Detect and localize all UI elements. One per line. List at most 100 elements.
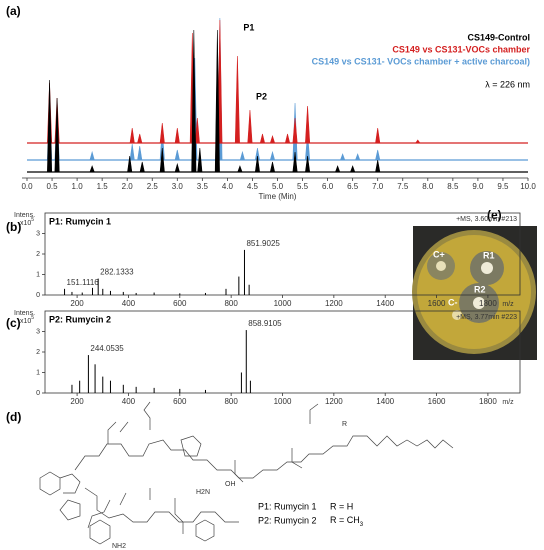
compound-r: R = H [330, 501, 353, 511]
peak-label: 858.9105 [248, 319, 282, 328]
x-tick-label: 8.0 [422, 182, 434, 191]
x-tick-label: 1800 [479, 299, 497, 308]
peak [375, 159, 381, 173]
x-tick-label: 10.0 [520, 182, 536, 191]
x-tick-label: 200 [70, 299, 84, 308]
compound-r-text: R = CH [330, 515, 360, 525]
x-tick-label: 800 [224, 299, 238, 308]
legend-entry: CS149-Control [467, 32, 530, 42]
x-tick-label: 8.5 [447, 182, 459, 191]
atom-label: H2N [196, 489, 210, 496]
peak [174, 127, 180, 144]
peak [269, 161, 275, 173]
plate-label: R2 [474, 284, 486, 294]
peak [239, 150, 245, 161]
y-tick-label: 0 [36, 390, 40, 397]
disc [481, 262, 493, 274]
x-tick-label: 1000 [274, 397, 292, 406]
x-tick-label: 1800 [479, 397, 497, 406]
peak-label: 851.9025 [246, 239, 280, 248]
peak [191, 29, 197, 173]
atom-label: OH [225, 481, 236, 488]
y-tick-label: 2 [36, 251, 40, 258]
y-axis-unit: x105 [20, 217, 34, 227]
note: λ = 226 nm [485, 79, 530, 89]
peak-label: 282.1333 [100, 268, 134, 277]
peak [89, 150, 95, 161]
peak-label: 151.1116 [67, 278, 100, 287]
peak [127, 155, 133, 173]
y-tick-label: 3 [36, 230, 40, 237]
spectrum-title: P1: Rumycin 1 [49, 216, 111, 226]
peak [292, 151, 298, 173]
panel-label: (c) [6, 316, 21, 330]
peak [247, 109, 253, 144]
panel-label: (d) [6, 410, 21, 424]
legend-entry: CS149 vs CS131-VOCs chamber [392, 44, 530, 54]
peak [270, 150, 275, 161]
peak [259, 133, 265, 144]
x-tick-label: 5.5 [297, 182, 309, 191]
peak [335, 165, 341, 173]
panel-label: (a) [6, 4, 21, 18]
trace [27, 29, 528, 173]
chemical-structure: NH2 H2N OH R P1: Rumycin 1 R = H P2: Rum… [39, 401, 454, 550]
peak [415, 139, 421, 144]
panel-label: (e) [487, 208, 502, 222]
panel-label: (b) [6, 220, 21, 234]
x-tick-label: 4.5 [247, 182, 259, 191]
compound-name: P2: Rumycin 2 [258, 515, 317, 525]
x-axis-label: Time (Min) [259, 192, 297, 201]
peak [350, 165, 356, 173]
spectrum-title: P2: Rumycin 2 [49, 314, 111, 324]
x-tick-label: 3.0 [172, 182, 184, 191]
x-tick-label: 600 [173, 299, 187, 308]
peak [237, 165, 243, 173]
atom-label: NH2 [112, 543, 126, 550]
peak [137, 145, 143, 161]
peak [129, 127, 135, 144]
x-tick-label: 7.0 [372, 182, 384, 191]
x-tick-label: 400 [122, 299, 136, 308]
x-tick-label: 1400 [376, 299, 394, 308]
peak [305, 105, 311, 144]
x-tick-label: 1000 [274, 299, 292, 308]
spectrum-info: +MS, 3.60min #213 [456, 216, 517, 223]
x-tick-label: 400 [122, 397, 136, 406]
compound-r: R = CH3 [330, 515, 364, 527]
x-tick-label: 0.0 [21, 182, 33, 191]
x-tick-label: 600 [173, 397, 187, 406]
x-tick-label: 3.5 [197, 182, 209, 191]
x-tick-label: 1200 [325, 397, 343, 406]
peak [89, 165, 95, 173]
peak-annotation: P1 [243, 22, 254, 32]
peak [159, 147, 165, 173]
subscript: 3 [360, 522, 364, 528]
y-tick-label: 3 [36, 328, 40, 335]
x-axis-label: m/z [502, 301, 514, 308]
peak [292, 117, 298, 144]
x-tick-label: 6.5 [347, 182, 359, 191]
peak [174, 162, 180, 173]
y-tick-label: 1 [36, 271, 40, 278]
peak [305, 155, 311, 173]
y-axis-unit: x105 [20, 315, 34, 325]
peak [129, 143, 135, 161]
plate-label: R1 [483, 250, 495, 260]
y-axis-label: Intens. [14, 212, 35, 219]
x-tick-label: 5.0 [272, 182, 284, 191]
x-tick-label: 2.5 [147, 182, 159, 191]
disc [473, 297, 485, 309]
peak [47, 79, 53, 173]
y-tick-label: 1 [36, 369, 40, 376]
legend-entry: CS149 vs CS131- VOCs chamber + active ch… [312, 56, 530, 66]
peak [214, 29, 220, 173]
x-tick-label: 6.0 [322, 182, 334, 191]
disc [452, 310, 462, 320]
x-tick-label: 1400 [376, 397, 394, 406]
x-tick-label: 1600 [428, 299, 446, 308]
peak [139, 161, 145, 173]
spectrum-info: +MS, 3.77min #223 [456, 314, 517, 321]
peak-label: 244.0535 [90, 344, 124, 353]
